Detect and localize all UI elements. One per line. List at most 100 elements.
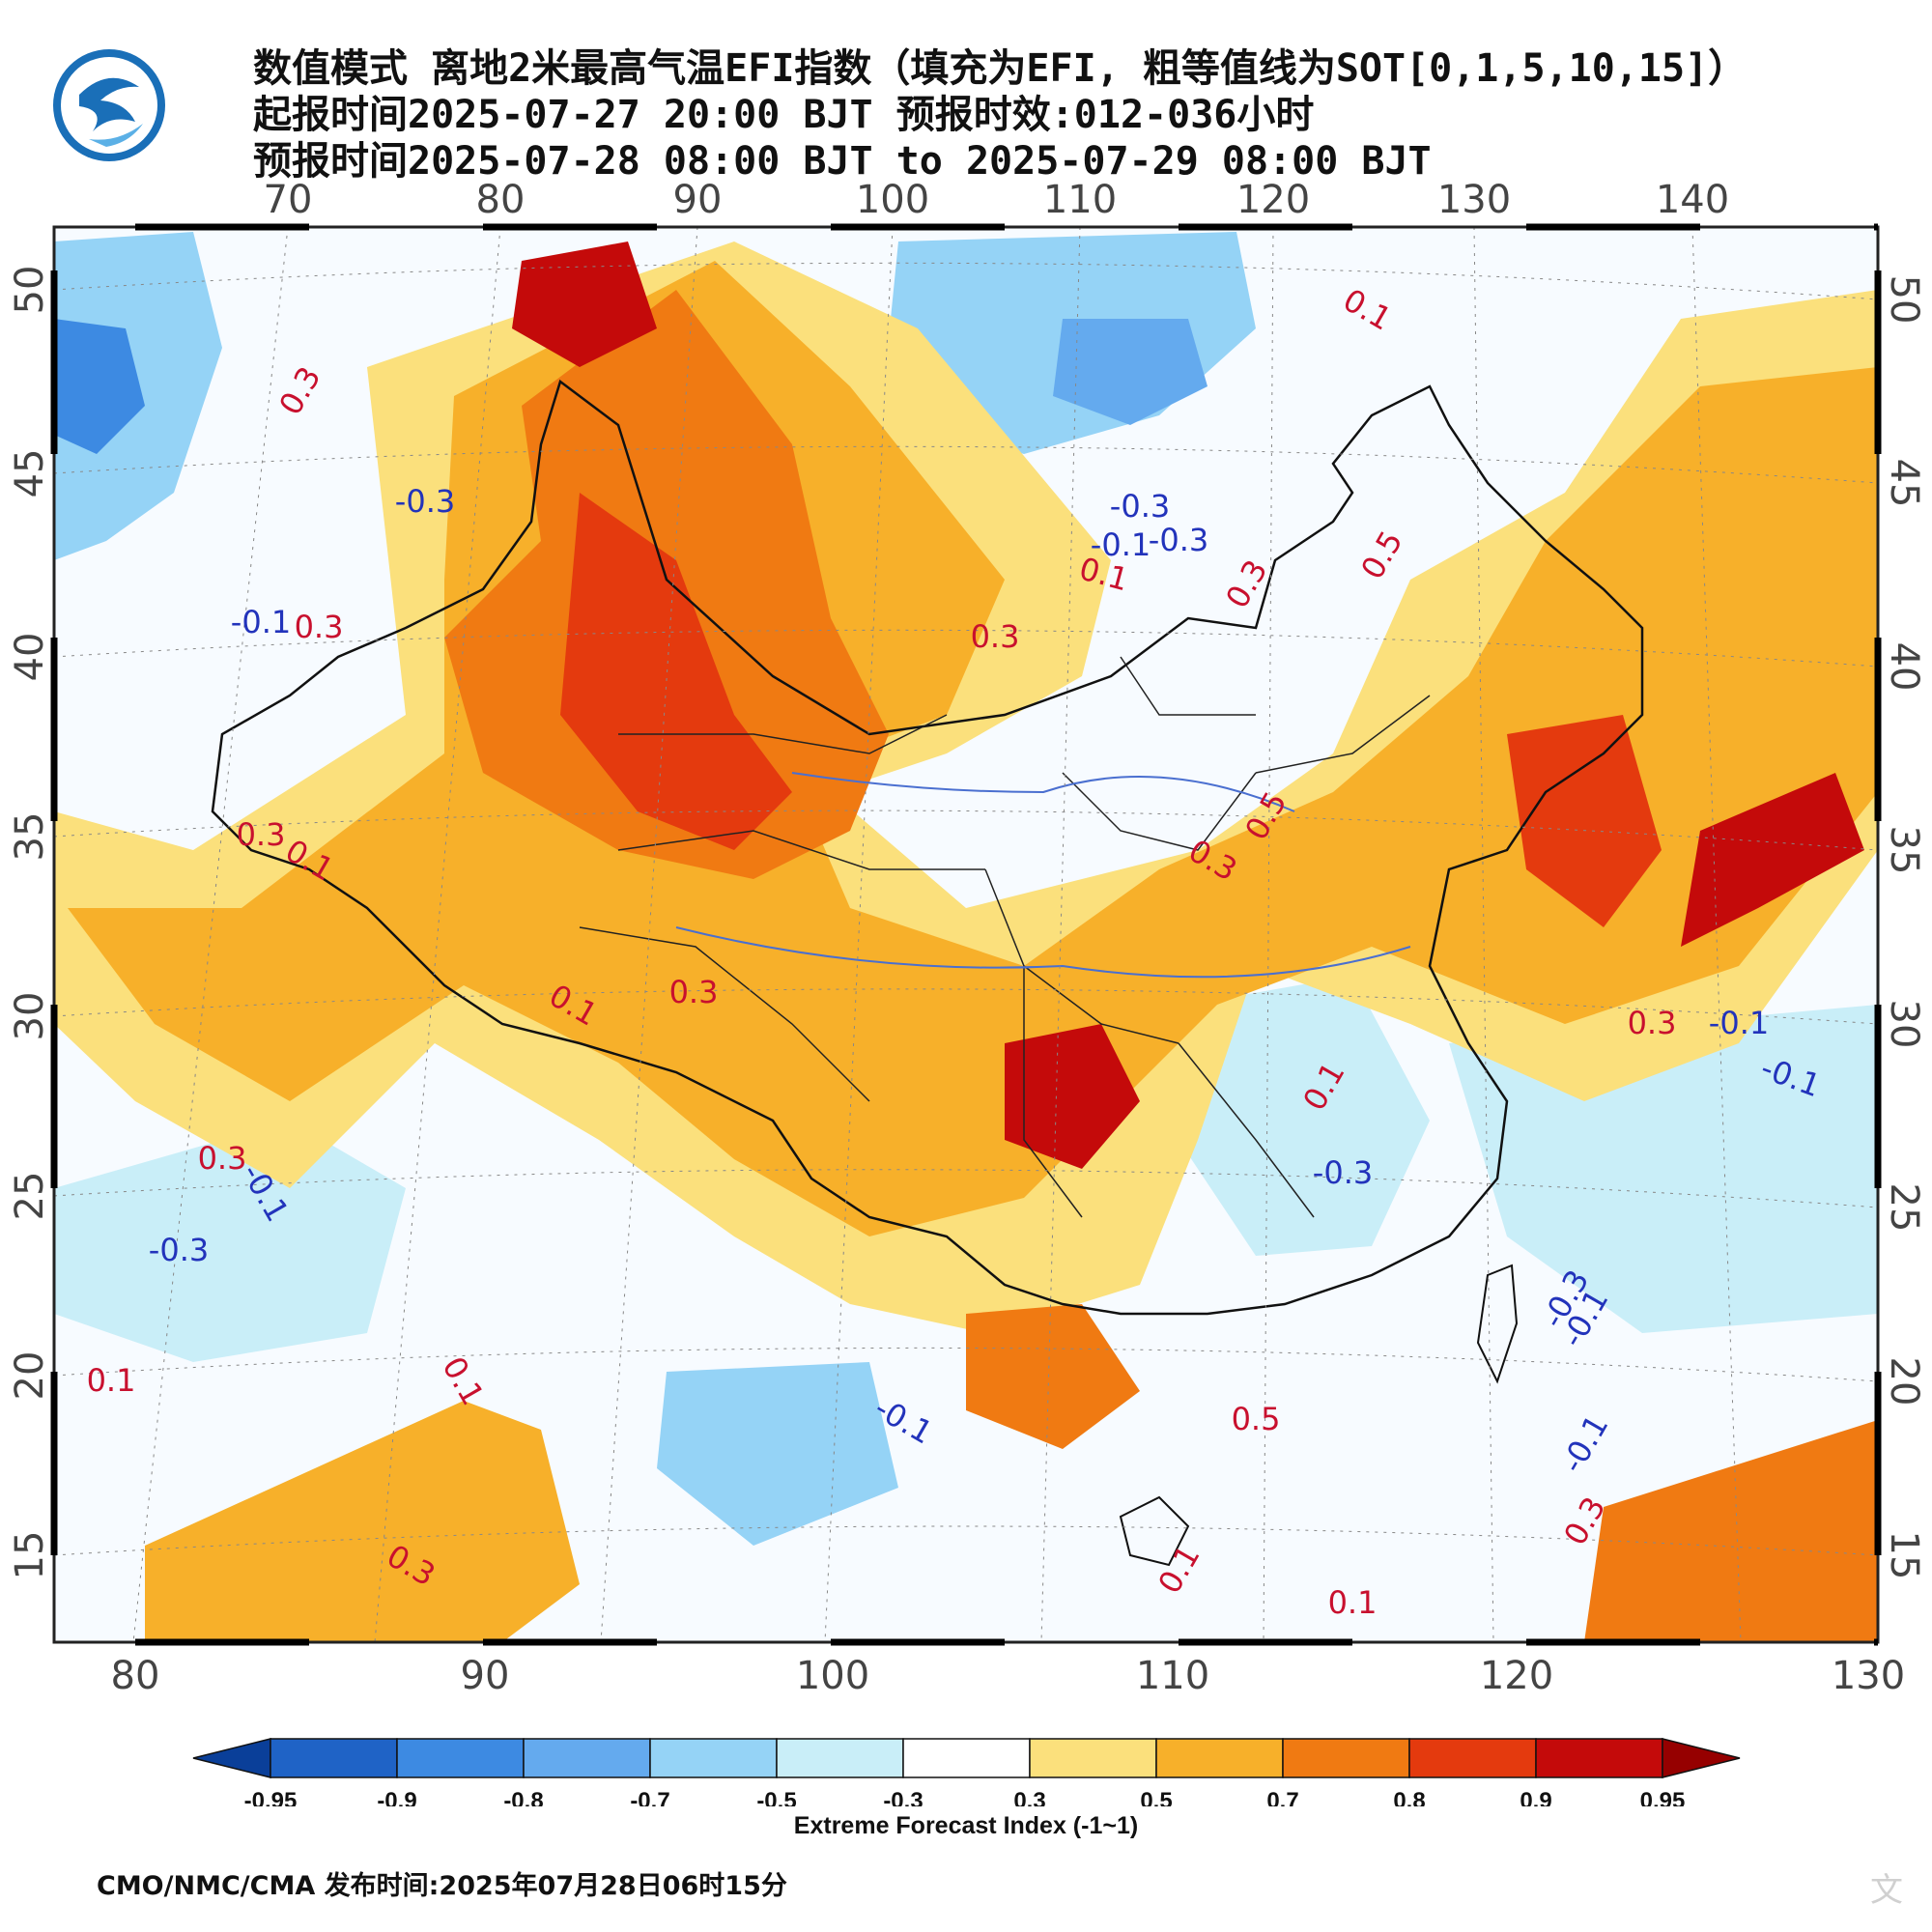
bottom-lon-labels: 80 90 100 110 120 130	[111, 1654, 1906, 1690]
left-lat-label: 25	[8, 1172, 52, 1221]
top-lon-label: 120	[1236, 178, 1310, 222]
contour-label: -0.3	[1110, 488, 1170, 525]
cold-region-southeast	[1179, 976, 1430, 1256]
hot-core-korea	[1507, 715, 1662, 927]
left-lat-label: 45	[8, 449, 52, 498]
colorbar: -0.95 -0.9 -0.8 -0.7 -0.5 -0.3 0.3 0.5 0.7 0.8 0.9…	[192, 1738, 1741, 1806]
colorbar-arrow-right	[1662, 1738, 1741, 1778]
right-lat-label: 40	[1882, 642, 1926, 692]
contour-label: -0.1	[1709, 1005, 1769, 1041]
contour-label: 0.3	[237, 816, 286, 853]
contour-label: -0.3	[395, 483, 455, 520]
footer-publish-info: CMO/NMC/CMA 发布时间:2025年07月28日06时15分	[97, 1871, 787, 1901]
top-lon-label: 90	[673, 178, 723, 222]
colorbar-tick-label: 0.95	[1640, 1788, 1686, 1806]
right-lat-label: 45	[1882, 459, 1926, 508]
watermark: 文	[1870, 1871, 1903, 1910]
left-lat-label: 20	[8, 1351, 52, 1401]
valid-time-line: 预报时间2025-07-28 08:00 BJT to 2025-07-29 0…	[253, 139, 1432, 184]
colorbar-tick-label: -0.7	[630, 1788, 669, 1806]
colorbar-box	[523, 1738, 651, 1778]
cma-swirl-logo-icon	[53, 49, 165, 161]
colorbar-tick-label: -0.9	[377, 1788, 416, 1806]
graticule-lines	[53, 226, 1879, 1643]
colorbar-box	[902, 1738, 1031, 1778]
contour-label: -0.3	[1313, 1154, 1373, 1191]
colorbar-tick-label: 0.8	[1393, 1788, 1425, 1806]
top-lon-label: 80	[476, 178, 526, 222]
map-title: 数值模式 离地2米最高气温EFI指数（填充为EFI, 粗等值线为SOT[0,1,…	[253, 46, 1747, 91]
colorbar-tick-label: 0.3	[1013, 1788, 1045, 1806]
right-lat-labels: 50 45 40 35 30 25 20 15	[1882, 275, 1926, 1580]
left-lat-label: 40	[8, 633, 52, 682]
contour-label: 0.1	[1328, 1584, 1378, 1621]
init-time-line: 起报时间2025-07-27 20:00 BJT 预报时效:012-036小时	[253, 93, 1315, 137]
colorbar-box	[776, 1738, 904, 1778]
edge-ticks	[50, 223, 1882, 1646]
colorbar-box	[1155, 1738, 1284, 1778]
colorbar-tick-label: 0.7	[1266, 1788, 1298, 1806]
left-lat-label: 35	[8, 812, 52, 862]
colorbar-tick-label: -0.5	[756, 1788, 796, 1806]
left-lat-label: 15	[8, 1531, 52, 1580]
colorbar-box	[1282, 1738, 1410, 1778]
top-lon-label: 100	[856, 178, 929, 222]
contour-label: 0.3	[198, 1140, 247, 1177]
colorbar-tick-label: 0.5	[1140, 1788, 1172, 1806]
bottom-lon-label: 110	[1136, 1654, 1209, 1690]
colorbar-arrow-left	[192, 1738, 271, 1778]
colorbar-tick-label: -0.8	[503, 1788, 543, 1806]
contour-label: -0.3	[149, 1232, 209, 1268]
hot-core-center	[1005, 1024, 1140, 1169]
taiwan-island	[1476, 1264, 1519, 1384]
left-lat-label: 30	[8, 992, 52, 1041]
colorbar-box	[396, 1738, 525, 1778]
bottom-lon-label: 120	[1480, 1654, 1553, 1690]
hainan-island	[1119, 1495, 1190, 1567]
contour-label: 0.3	[1628, 1005, 1677, 1041]
warm-band-mid	[68, 261, 1878, 1236]
contour-label: -0.1	[231, 604, 291, 640]
colorbar-box	[1408, 1738, 1537, 1778]
contour-label: 0.3	[295, 609, 344, 645]
top-lon-label: 110	[1043, 178, 1117, 222]
right-lat-label: 15	[1882, 1531, 1926, 1580]
right-lat-label: 25	[1882, 1183, 1926, 1233]
hot-core-japan	[1681, 773, 1864, 947]
river-lines	[675, 772, 1411, 979]
hot-core-north	[512, 242, 657, 367]
colorbar-tick-label: -0.3	[883, 1788, 923, 1806]
top-lon-labels: 70 80 90 100 110 120 130 140	[264, 178, 1730, 222]
cold-core-west	[54, 319, 145, 454]
right-lat-label: 20	[1882, 1357, 1926, 1406]
efi-fill-layer	[54, 227, 1878, 1642]
colorbar-title: Extreme Forecast Index (-1~1)	[793, 1812, 1139, 1839]
left-lat-label: 50	[8, 266, 52, 315]
china-boundary	[211, 379, 1644, 1316]
colorbar-box	[649, 1738, 778, 1778]
bottom-lon-label: 100	[796, 1654, 869, 1690]
colorbar-box	[1535, 1738, 1663, 1778]
right-lat-label: 50	[1882, 275, 1926, 325]
contour-label: 0.1	[87, 1362, 136, 1399]
cold-region-bay	[657, 1362, 898, 1546]
colorbar-box	[1029, 1738, 1157, 1778]
colorbar-box	[270, 1738, 398, 1778]
top-lon-label: 140	[1656, 178, 1729, 222]
bottom-lon-label: 80	[111, 1654, 160, 1690]
left-lat-labels: 50 45 40 35 30 25 20 15	[8, 266, 52, 1580]
colorbar-tick-label: -0.95	[244, 1788, 298, 1806]
top-lon-label: 70	[264, 178, 313, 222]
right-lat-label: 30	[1882, 1000, 1926, 1049]
contour-label: 0.3	[971, 618, 1020, 655]
contour-label: -0.1	[1091, 526, 1151, 563]
contour-label: 0.3	[669, 974, 719, 1010]
warm-region-south-china	[966, 1304, 1140, 1449]
warm-region-pacific	[1584, 1420, 1878, 1642]
top-lon-label: 130	[1437, 178, 1511, 222]
cold-region-india	[54, 1121, 406, 1362]
contour-label: -0.3	[1149, 522, 1208, 558]
province-lines	[579, 656, 1431, 1218]
colorbar-tick-label: 0.9	[1520, 1788, 1551, 1806]
bottom-lon-label: 130	[1832, 1654, 1905, 1690]
